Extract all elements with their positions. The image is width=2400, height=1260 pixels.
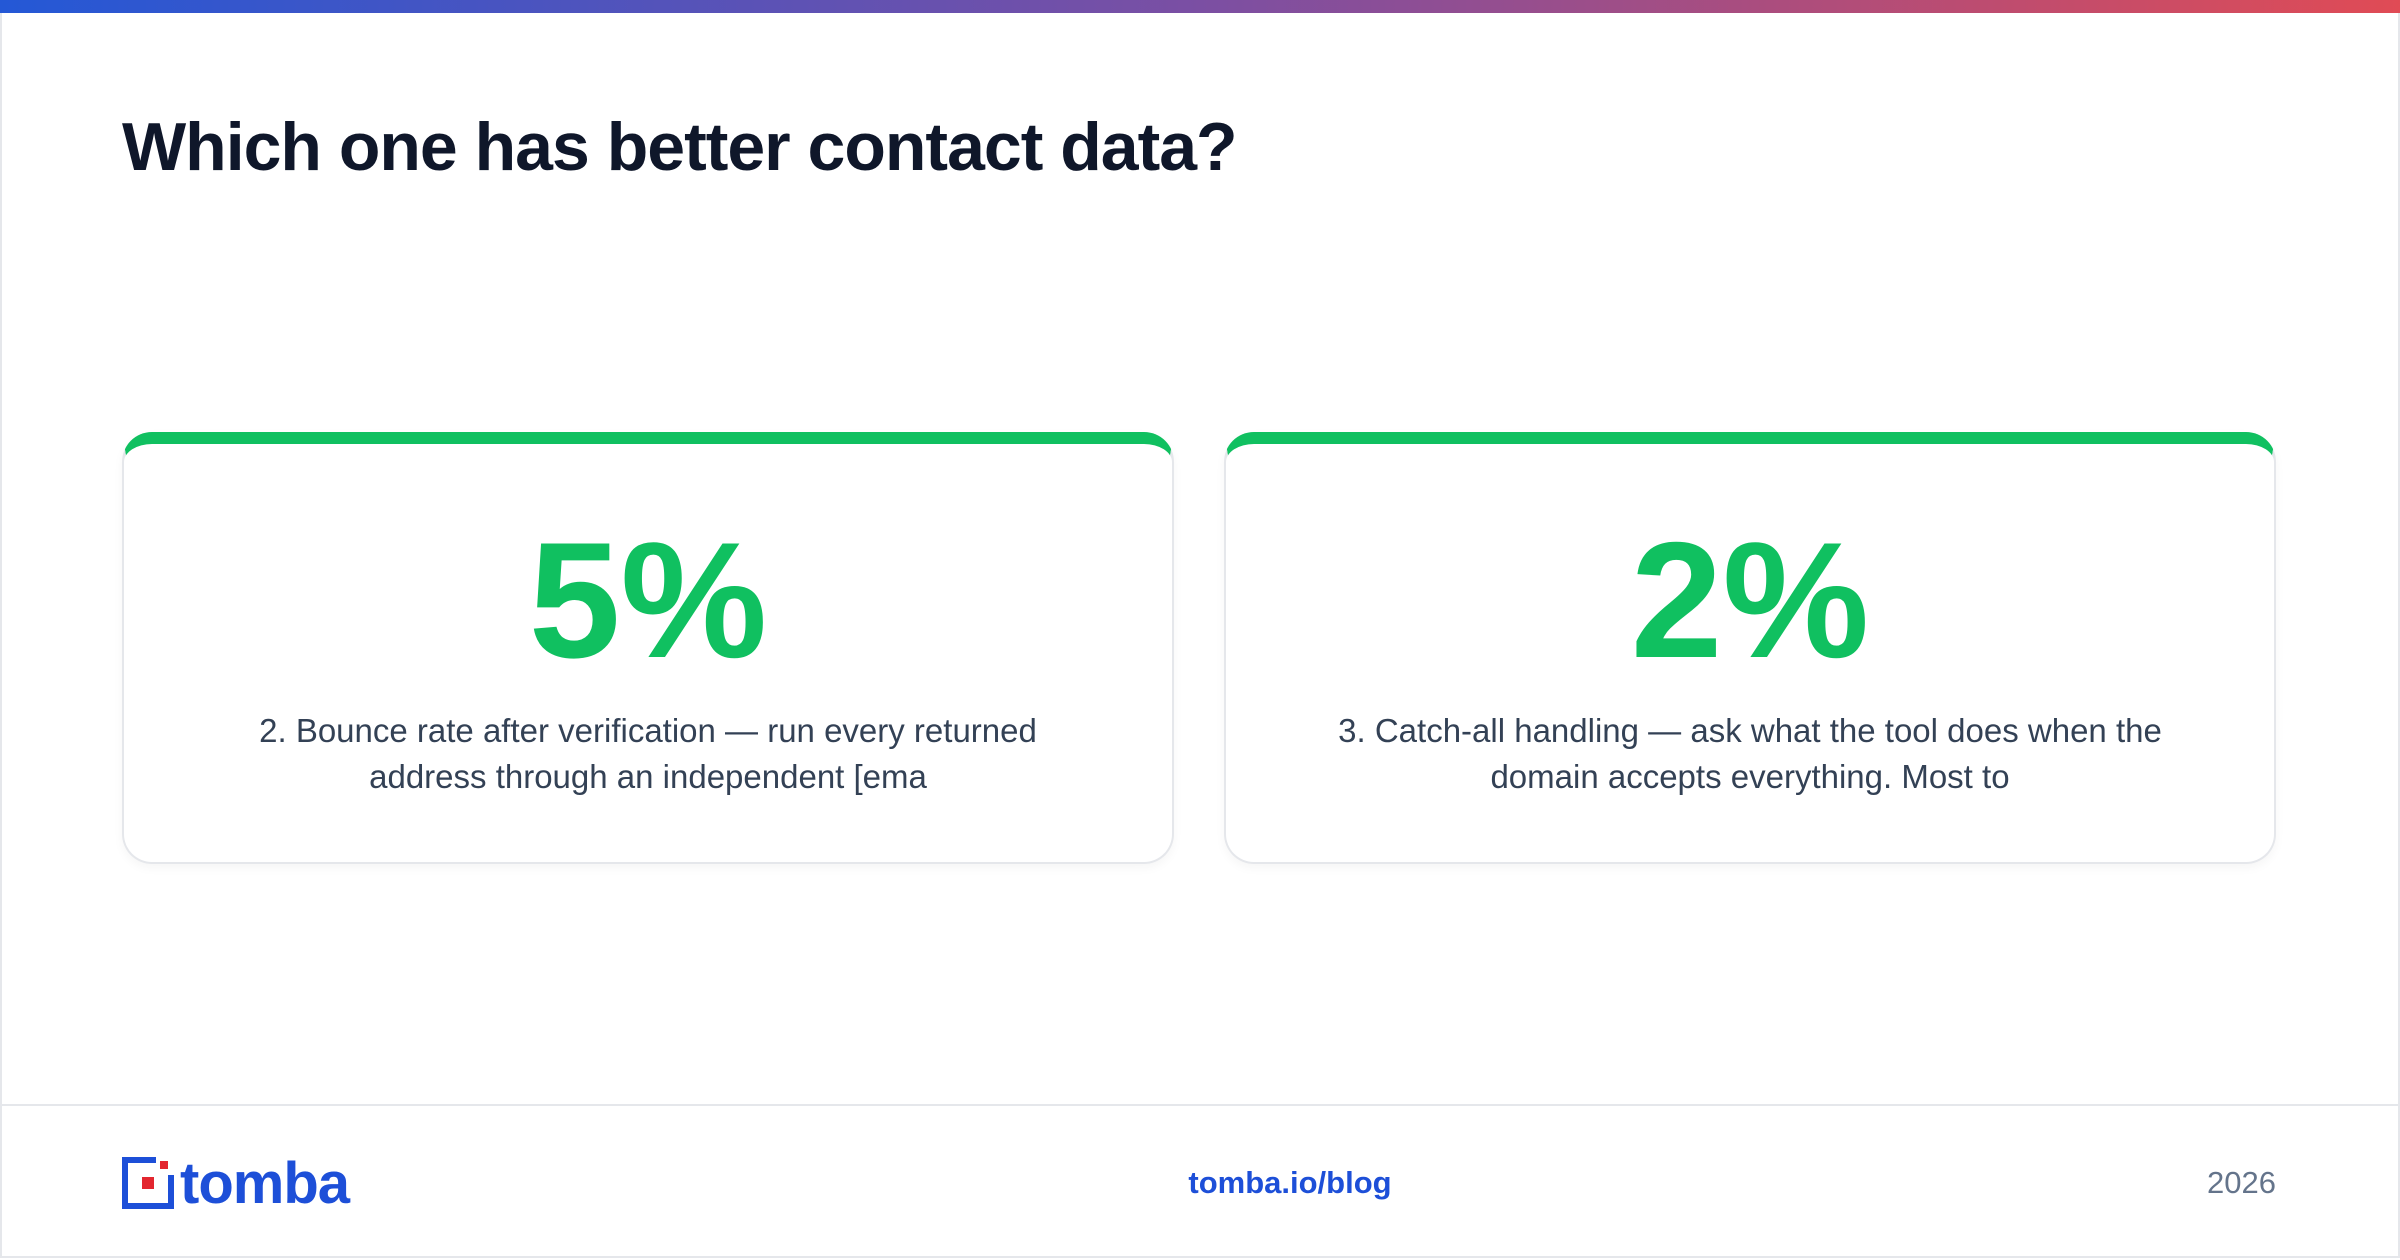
blog-link[interactable]: tomba.io/blog [1188, 1165, 1392, 1200]
description: 2. Bounce rate after verification — run … [259, 712, 1037, 795]
title: Which one has better contact data? [122, 109, 1238, 185]
logo[interactable]: tomba [122, 1151, 350, 1216]
logo-icon [122, 1157, 174, 1209]
stat: 5% [528, 508, 768, 692]
top-bar [0, 0, 2400, 13]
description: 3. Catch-all handling — ask what the too… [1338, 712, 2162, 795]
stat-card: 5% 2. Bounce rate after verification — r… [122, 432, 1174, 864]
year: 2026 [2207, 1165, 2276, 1200]
stat-card: 2% 3. Catch-all handling — ask what the … [1224, 432, 2276, 864]
divider [2, 1104, 2398, 1106]
stat: 2% [1630, 508, 1870, 692]
brand-name: tomba [180, 1150, 350, 1216]
